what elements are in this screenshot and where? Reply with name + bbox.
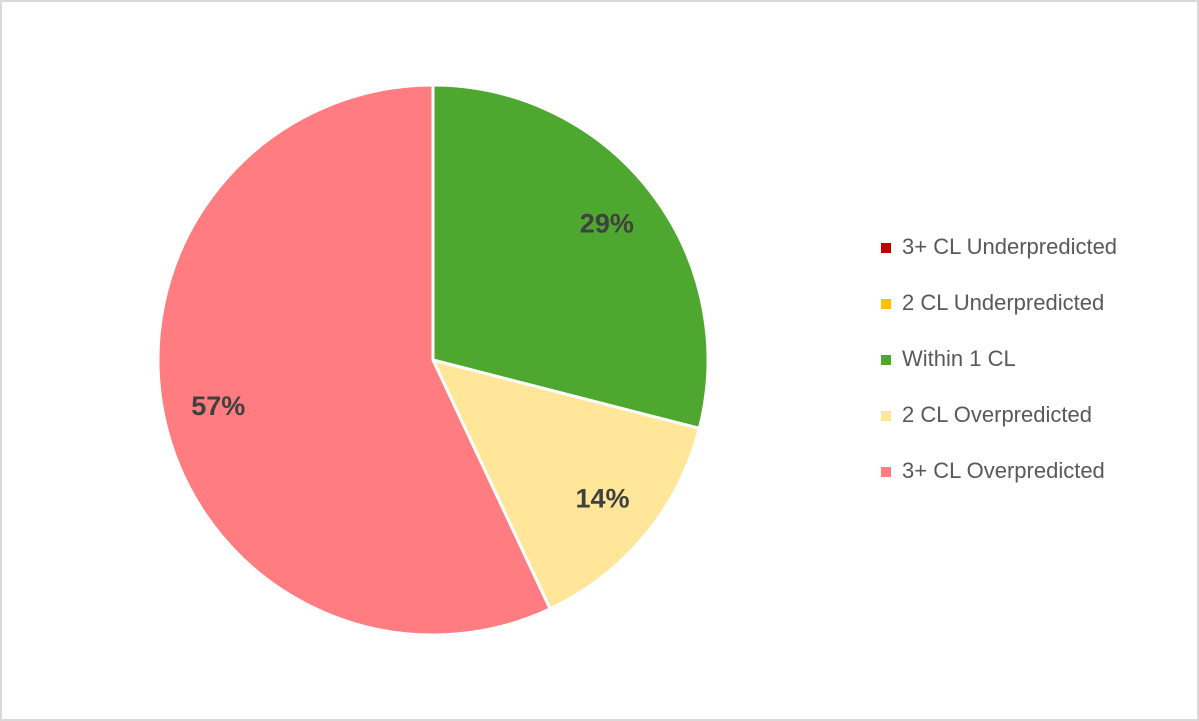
pie-slice [430,357,702,611]
data-label: 57% [191,391,245,421]
data-label: 14% [575,483,629,513]
legend-marker [881,467,891,477]
legend-label: 3+ CL Overpredicted [902,458,1105,483]
legend-label: 2 CL Overpredicted [902,402,1092,427]
pie-slice [431,83,710,431]
legend-marker [881,243,891,253]
legend-label: 2 CL Underpredicted [902,290,1104,315]
legend-marker [881,355,891,365]
legend-label: 3+ CL Underpredicted [902,234,1117,259]
legend-label: Within 1 CL [902,346,1016,371]
legend-marker [881,411,891,421]
data-label: 29% [580,208,634,238]
pie-slice [156,83,553,637]
legend-marker [881,299,891,309]
